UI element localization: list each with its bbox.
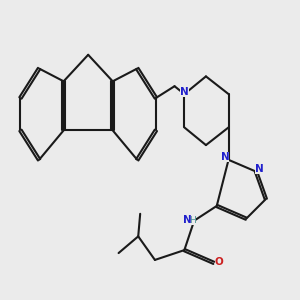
- Text: N: N: [220, 152, 230, 162]
- Text: N: N: [183, 215, 191, 225]
- Text: H: H: [189, 216, 196, 225]
- Text: N: N: [255, 164, 264, 174]
- Text: N: N: [180, 87, 189, 97]
- Text: O: O: [215, 257, 224, 267]
